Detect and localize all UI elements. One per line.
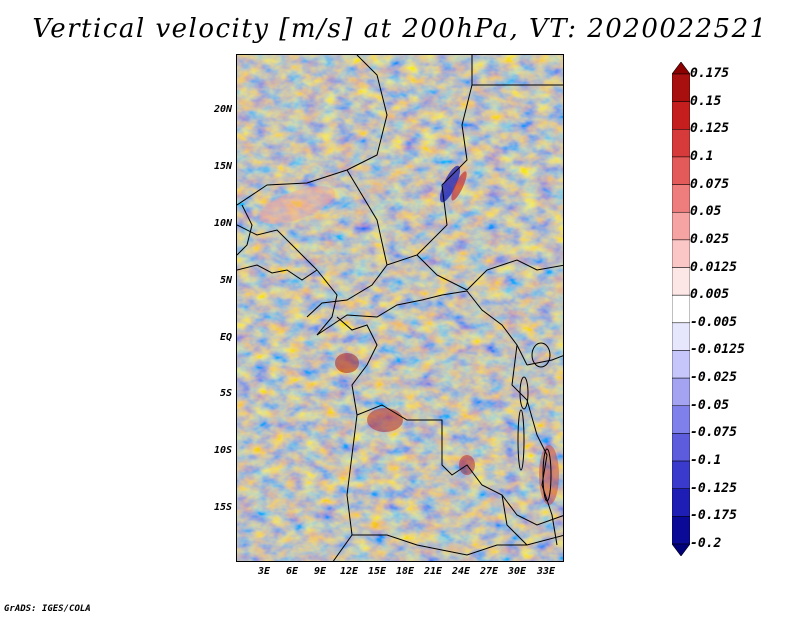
lat-label: 10N [213,218,232,229]
colorbar-label: -0.025 [690,370,737,386]
colorbar-swatch [672,516,690,545]
lon-label: 12E [339,566,359,577]
colorbar-label: 0.005 [690,287,730,303]
colorbar-swatch [672,211,690,241]
colorbar-swatch [672,322,690,351]
colorbar-swatch [672,294,690,324]
downdraft-patch [439,165,461,203]
colorbar-swatch [672,350,690,379]
colorbar-top-arrow [672,62,690,75]
map-title: Vertical velocity [m/s] at 200hPa, VT: 2… [32,14,768,44]
country-borders [237,55,563,561]
lat-label: 15N [213,161,232,172]
colorbar-label: 0.0125 [690,259,737,275]
colorbar-label: -0.005 [690,314,737,330]
lon-label: 3E [257,566,271,577]
colorbar-label: -0.05 [690,397,730,413]
lon-label: 27E [479,566,499,577]
lon-label: 18E [395,566,415,577]
lat-label: 5S [219,388,232,399]
lat-label: 10S [213,445,232,456]
colorbar-swatch [672,156,690,185]
colorbar-label: 0.05 [690,204,722,220]
map-svg [237,55,563,561]
colorbar-label: -0.2 [690,536,722,551]
colorbar-swatch [672,73,690,102]
colorbar-label: 0.1 [690,148,714,164]
colorbar-swatch [672,184,690,213]
lake-outline [519,376,529,410]
colorbar-label: 0.025 [690,231,730,247]
lon-label: 21E [423,566,443,577]
vertical-velocity-map [236,54,564,562]
colorbar-label: -0.1 [690,453,722,469]
updraft-patch [451,171,467,201]
colorbar-swatch [672,239,690,268]
lake-outline [517,409,525,471]
updraft-patch [367,408,403,432]
colorbar-label: 0.175 [690,66,730,81]
colorbar-swatch [672,488,690,517]
colorbar-label: 0.15 [690,93,722,109]
colorbar-label: -0.125 [690,480,737,496]
colorbar-swatch [672,460,690,489]
colorbar-bottom-arrow [672,543,690,556]
colorbar-swatch [672,405,690,434]
lon-label: 9E [313,566,327,577]
colorbar-label: 0.125 [690,121,730,137]
colorbar [672,62,690,556]
colorbar-label: -0.075 [690,425,737,441]
lon-label: 24E [451,566,471,577]
lon-label: 15E [367,566,387,577]
grads-credit: GrADS: IGES/COLA [4,604,91,614]
colorbar-label: -0.0125 [690,342,745,358]
velocity-field [237,55,563,561]
colorbar-swatch [672,129,690,158]
lon-label: 33E [536,566,556,577]
lat-label: 20N [213,104,232,115]
lat-label: 5N [219,275,232,286]
updraft-patch [335,353,359,373]
lake-outline [531,342,551,368]
colorbar-swatch [672,267,690,296]
colorbar-label: 0.075 [690,176,730,192]
updraft-patch [259,186,335,224]
colorbar-swatch [672,101,690,130]
lat-label: EQ [219,332,232,343]
colorbar-swatch [672,377,690,407]
colorbar-swatch [672,433,690,462]
colorbar-label: -0.175 [690,508,737,524]
lon-label: 6E [285,566,299,577]
lon-label: 30E [507,566,527,577]
lat-label: 15S [213,502,232,513]
lake-outline [542,448,552,502]
